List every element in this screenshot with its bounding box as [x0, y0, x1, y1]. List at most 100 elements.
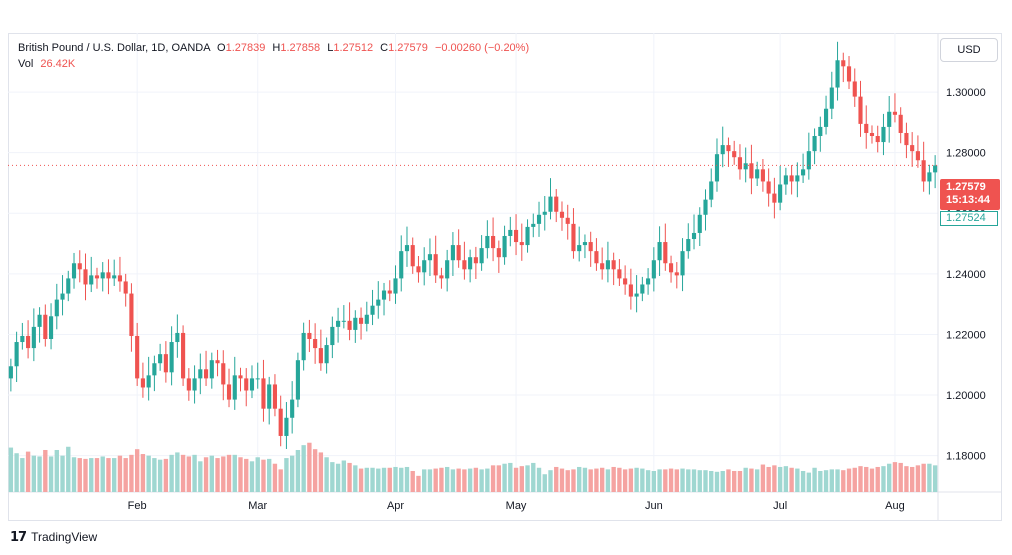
- candle-body: [26, 335, 31, 349]
- volume-bar: [869, 468, 875, 492]
- volume-bar: [249, 461, 255, 492]
- x-tick-label-0: Feb: [128, 500, 147, 512]
- candle-body: [347, 320, 352, 330]
- candle-body: [249, 378, 255, 391]
- candle-body: [588, 242, 593, 252]
- candle-body: [617, 269, 622, 279]
- x-tick-label-3: May: [506, 500, 527, 512]
- volume-bar: [255, 457, 260, 492]
- high-value: 1.27858: [280, 42, 321, 54]
- volume-legend: Vol 26.42K: [18, 58, 75, 70]
- candle-body: [31, 326, 36, 349]
- volume-bar: [812, 467, 817, 492]
- candle-body: [680, 251, 685, 276]
- volume-bar: [289, 455, 295, 492]
- volume-bar: [617, 467, 622, 492]
- candle-body: [686, 239, 691, 252]
- volume-bar: [525, 465, 530, 492]
- volume-bar: [697, 470, 702, 492]
- price-chart[interactable]: 1.180001.200001.220001.240001.260001.280…: [8, 33, 1002, 521]
- last-price-value: 1.27579: [946, 181, 986, 193]
- volume-bar: [858, 466, 863, 492]
- high-key: H: [272, 42, 281, 54]
- candle-body: [244, 378, 249, 391]
- candle-body: [600, 263, 605, 270]
- volume-bar: [175, 452, 180, 492]
- volume-bar: [456, 468, 461, 492]
- candle-body: [89, 275, 94, 285]
- candle-body: [135, 335, 140, 379]
- candle-body: [410, 245, 415, 267]
- candle-body: [94, 275, 100, 279]
- candle-body: [508, 229, 513, 236]
- volume-bar: [909, 466, 915, 492]
- volume-bar: [904, 466, 909, 492]
- volume-bar: [599, 467, 605, 492]
- candle-body: [869, 132, 875, 137]
- candle-body: [364, 314, 369, 324]
- tradingview-brand[interactable]: 𝟭𝟳 TradingView: [10, 529, 97, 545]
- volume-bar: [157, 459, 163, 492]
- volume-bar: [594, 468, 599, 492]
- candle-body: [140, 378, 145, 388]
- candle-body: [462, 260, 467, 270]
- candle-body: [898, 114, 903, 133]
- candle-body: [192, 378, 197, 391]
- volume-bar: [720, 470, 725, 492]
- candle-body: [427, 254, 433, 261]
- volume-bar: [485, 468, 490, 492]
- candle-body: [881, 126, 886, 143]
- volume-bar: [915, 465, 921, 492]
- candle-body: [732, 151, 737, 158]
- volume-bar: [393, 466, 398, 492]
- volume-bar: [754, 469, 760, 492]
- close-value: 1.27579: [388, 42, 428, 54]
- candle-body: [565, 217, 570, 224]
- candle-body: [272, 384, 278, 409]
- candle-body: [691, 232, 697, 240]
- candle-body: [358, 317, 364, 324]
- candle-body: [496, 248, 501, 258]
- volume-bar: [800, 470, 806, 492]
- volume-bar: [887, 463, 892, 492]
- candle-body: [381, 290, 387, 300]
- candle-body: [778, 184, 783, 203]
- volume-bar: [117, 455, 123, 492]
- candle-body: [48, 316, 54, 339]
- volume-bar: [846, 468, 852, 492]
- candle-body: [404, 245, 410, 252]
- candle-body: [858, 96, 863, 124]
- volume-bar: [232, 454, 237, 492]
- volume-bar: [783, 466, 789, 492]
- volume-bar: [43, 449, 48, 492]
- candle-body: [158, 354, 163, 364]
- volume-bar: [20, 458, 25, 492]
- volume-bar: [312, 449, 318, 492]
- volume-bar: [732, 470, 737, 492]
- volume-bar: [444, 466, 450, 492]
- volume-bar: [422, 469, 427, 492]
- candle-body: [783, 175, 788, 185]
- candle-body: [921, 160, 926, 182]
- volume-bar: [577, 466, 582, 492]
- bar-countdown: 15:13:44: [946, 194, 991, 206]
- candle-body: [238, 375, 243, 379]
- volume-bar: [134, 449, 140, 492]
- volume-bar: [31, 455, 37, 492]
- currency-button[interactable]: USD: [940, 38, 998, 62]
- volume-bar: [714, 471, 720, 492]
- volume-bar: [490, 465, 496, 492]
- candle-body: [577, 245, 582, 252]
- volume-bar: [318, 452, 324, 492]
- candle-body: [284, 417, 289, 436]
- volume-bar: [823, 470, 829, 492]
- volume-bar: [330, 462, 335, 492]
- volume-bar: [295, 449, 301, 492]
- volume-bar: [100, 456, 105, 492]
- candle-body: [789, 175, 794, 182]
- volume-bar: [14, 453, 19, 492]
- candle-body: [818, 126, 823, 137]
- candle-body: [611, 260, 616, 270]
- volume-bar: [927, 463, 932, 492]
- candle-body: [892, 111, 898, 115]
